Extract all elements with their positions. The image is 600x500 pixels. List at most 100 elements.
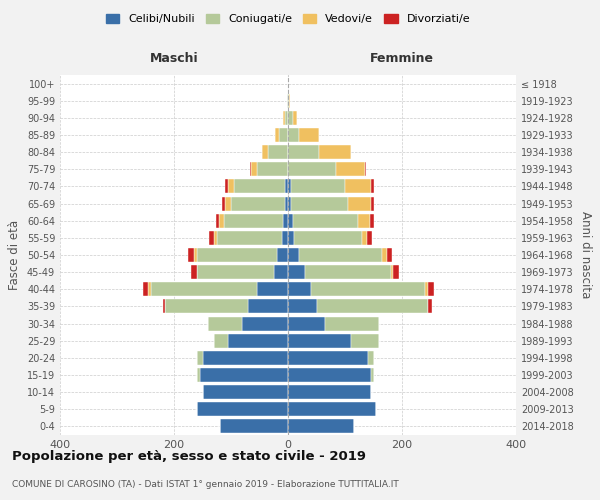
- Bar: [242, 316, 288, 330]
- Bar: [197, 402, 288, 416]
- Bar: [257, 282, 288, 296]
- Bar: [231, 196, 285, 210]
- Bar: [214, 231, 217, 245]
- Bar: [285, 111, 288, 125]
- Bar: [288, 265, 305, 279]
- Bar: [283, 231, 288, 245]
- Bar: [209, 231, 214, 245]
- Bar: [365, 162, 366, 176]
- Bar: [367, 231, 373, 245]
- Bar: [362, 231, 367, 245]
- Bar: [289, 94, 290, 108]
- Bar: [288, 145, 319, 159]
- Bar: [143, 282, 148, 296]
- Bar: [288, 282, 311, 296]
- Bar: [216, 214, 219, 228]
- Bar: [299, 128, 319, 142]
- Bar: [163, 300, 166, 314]
- Legend: Celibi/Nubili, Coniugati/e, Vedovi/e, Divorziati/e: Celibi/Nubili, Coniugati/e, Vedovi/e, Di…: [103, 10, 473, 28]
- Bar: [288, 334, 350, 347]
- Bar: [288, 420, 353, 434]
- Bar: [371, 180, 373, 194]
- Text: Femmine: Femmine: [370, 52, 434, 64]
- Bar: [148, 282, 151, 296]
- Bar: [257, 162, 288, 176]
- Bar: [371, 196, 373, 210]
- Bar: [291, 196, 348, 210]
- Bar: [350, 334, 379, 347]
- Y-axis label: Anni di nascita: Anni di nascita: [579, 212, 592, 298]
- Bar: [425, 282, 428, 296]
- Bar: [288, 402, 376, 416]
- Bar: [394, 265, 399, 279]
- Bar: [391, 265, 394, 279]
- Bar: [288, 94, 289, 108]
- Bar: [224, 214, 283, 228]
- Bar: [291, 180, 345, 194]
- Bar: [288, 300, 317, 314]
- Bar: [203, 351, 288, 365]
- Bar: [386, 248, 392, 262]
- Bar: [382, 248, 386, 262]
- Bar: [325, 316, 379, 330]
- Bar: [294, 231, 362, 245]
- Bar: [280, 128, 288, 142]
- Bar: [288, 231, 294, 245]
- Bar: [251, 162, 257, 176]
- Bar: [223, 196, 226, 210]
- Bar: [228, 334, 288, 347]
- Bar: [288, 368, 371, 382]
- Bar: [219, 214, 224, 228]
- Bar: [285, 180, 288, 194]
- Bar: [194, 248, 197, 262]
- Bar: [288, 128, 299, 142]
- Bar: [293, 214, 358, 228]
- Bar: [305, 265, 391, 279]
- Bar: [226, 196, 231, 210]
- Bar: [285, 196, 288, 210]
- Bar: [428, 300, 432, 314]
- Bar: [275, 128, 280, 142]
- Bar: [288, 111, 293, 125]
- Bar: [166, 300, 248, 314]
- Bar: [200, 368, 288, 382]
- Bar: [288, 180, 291, 194]
- Bar: [250, 162, 251, 176]
- Bar: [228, 180, 234, 194]
- Text: Popolazione per età, sesso e stato civile - 2019: Popolazione per età, sesso e stato civil…: [12, 450, 366, 463]
- Bar: [288, 316, 325, 330]
- Bar: [188, 248, 194, 262]
- Bar: [220, 420, 288, 434]
- Bar: [217, 231, 283, 245]
- Bar: [370, 214, 374, 228]
- Bar: [287, 94, 288, 108]
- Bar: [283, 214, 288, 228]
- Bar: [299, 248, 382, 262]
- Bar: [288, 196, 291, 210]
- Bar: [371, 368, 373, 382]
- Bar: [208, 316, 242, 330]
- Bar: [311, 282, 425, 296]
- Bar: [197, 351, 203, 365]
- Bar: [274, 265, 288, 279]
- Bar: [293, 111, 297, 125]
- Bar: [262, 145, 268, 159]
- Bar: [288, 162, 337, 176]
- Bar: [288, 385, 371, 399]
- Bar: [337, 162, 365, 176]
- Bar: [268, 145, 288, 159]
- Bar: [368, 351, 373, 365]
- Text: COMUNE DI CAROSINO (TA) - Dati ISTAT 1° gennaio 2019 - Elaborazione TUTTITALIA.I: COMUNE DI CAROSINO (TA) - Dati ISTAT 1° …: [12, 480, 399, 489]
- Bar: [283, 111, 285, 125]
- Bar: [203, 385, 288, 399]
- Bar: [428, 282, 434, 296]
- Bar: [277, 248, 288, 262]
- Bar: [214, 334, 228, 347]
- Bar: [197, 368, 200, 382]
- Bar: [288, 214, 293, 228]
- Bar: [288, 351, 368, 365]
- Y-axis label: Fasce di età: Fasce di età: [8, 220, 21, 290]
- Bar: [191, 265, 197, 279]
- Bar: [234, 180, 285, 194]
- Bar: [197, 248, 277, 262]
